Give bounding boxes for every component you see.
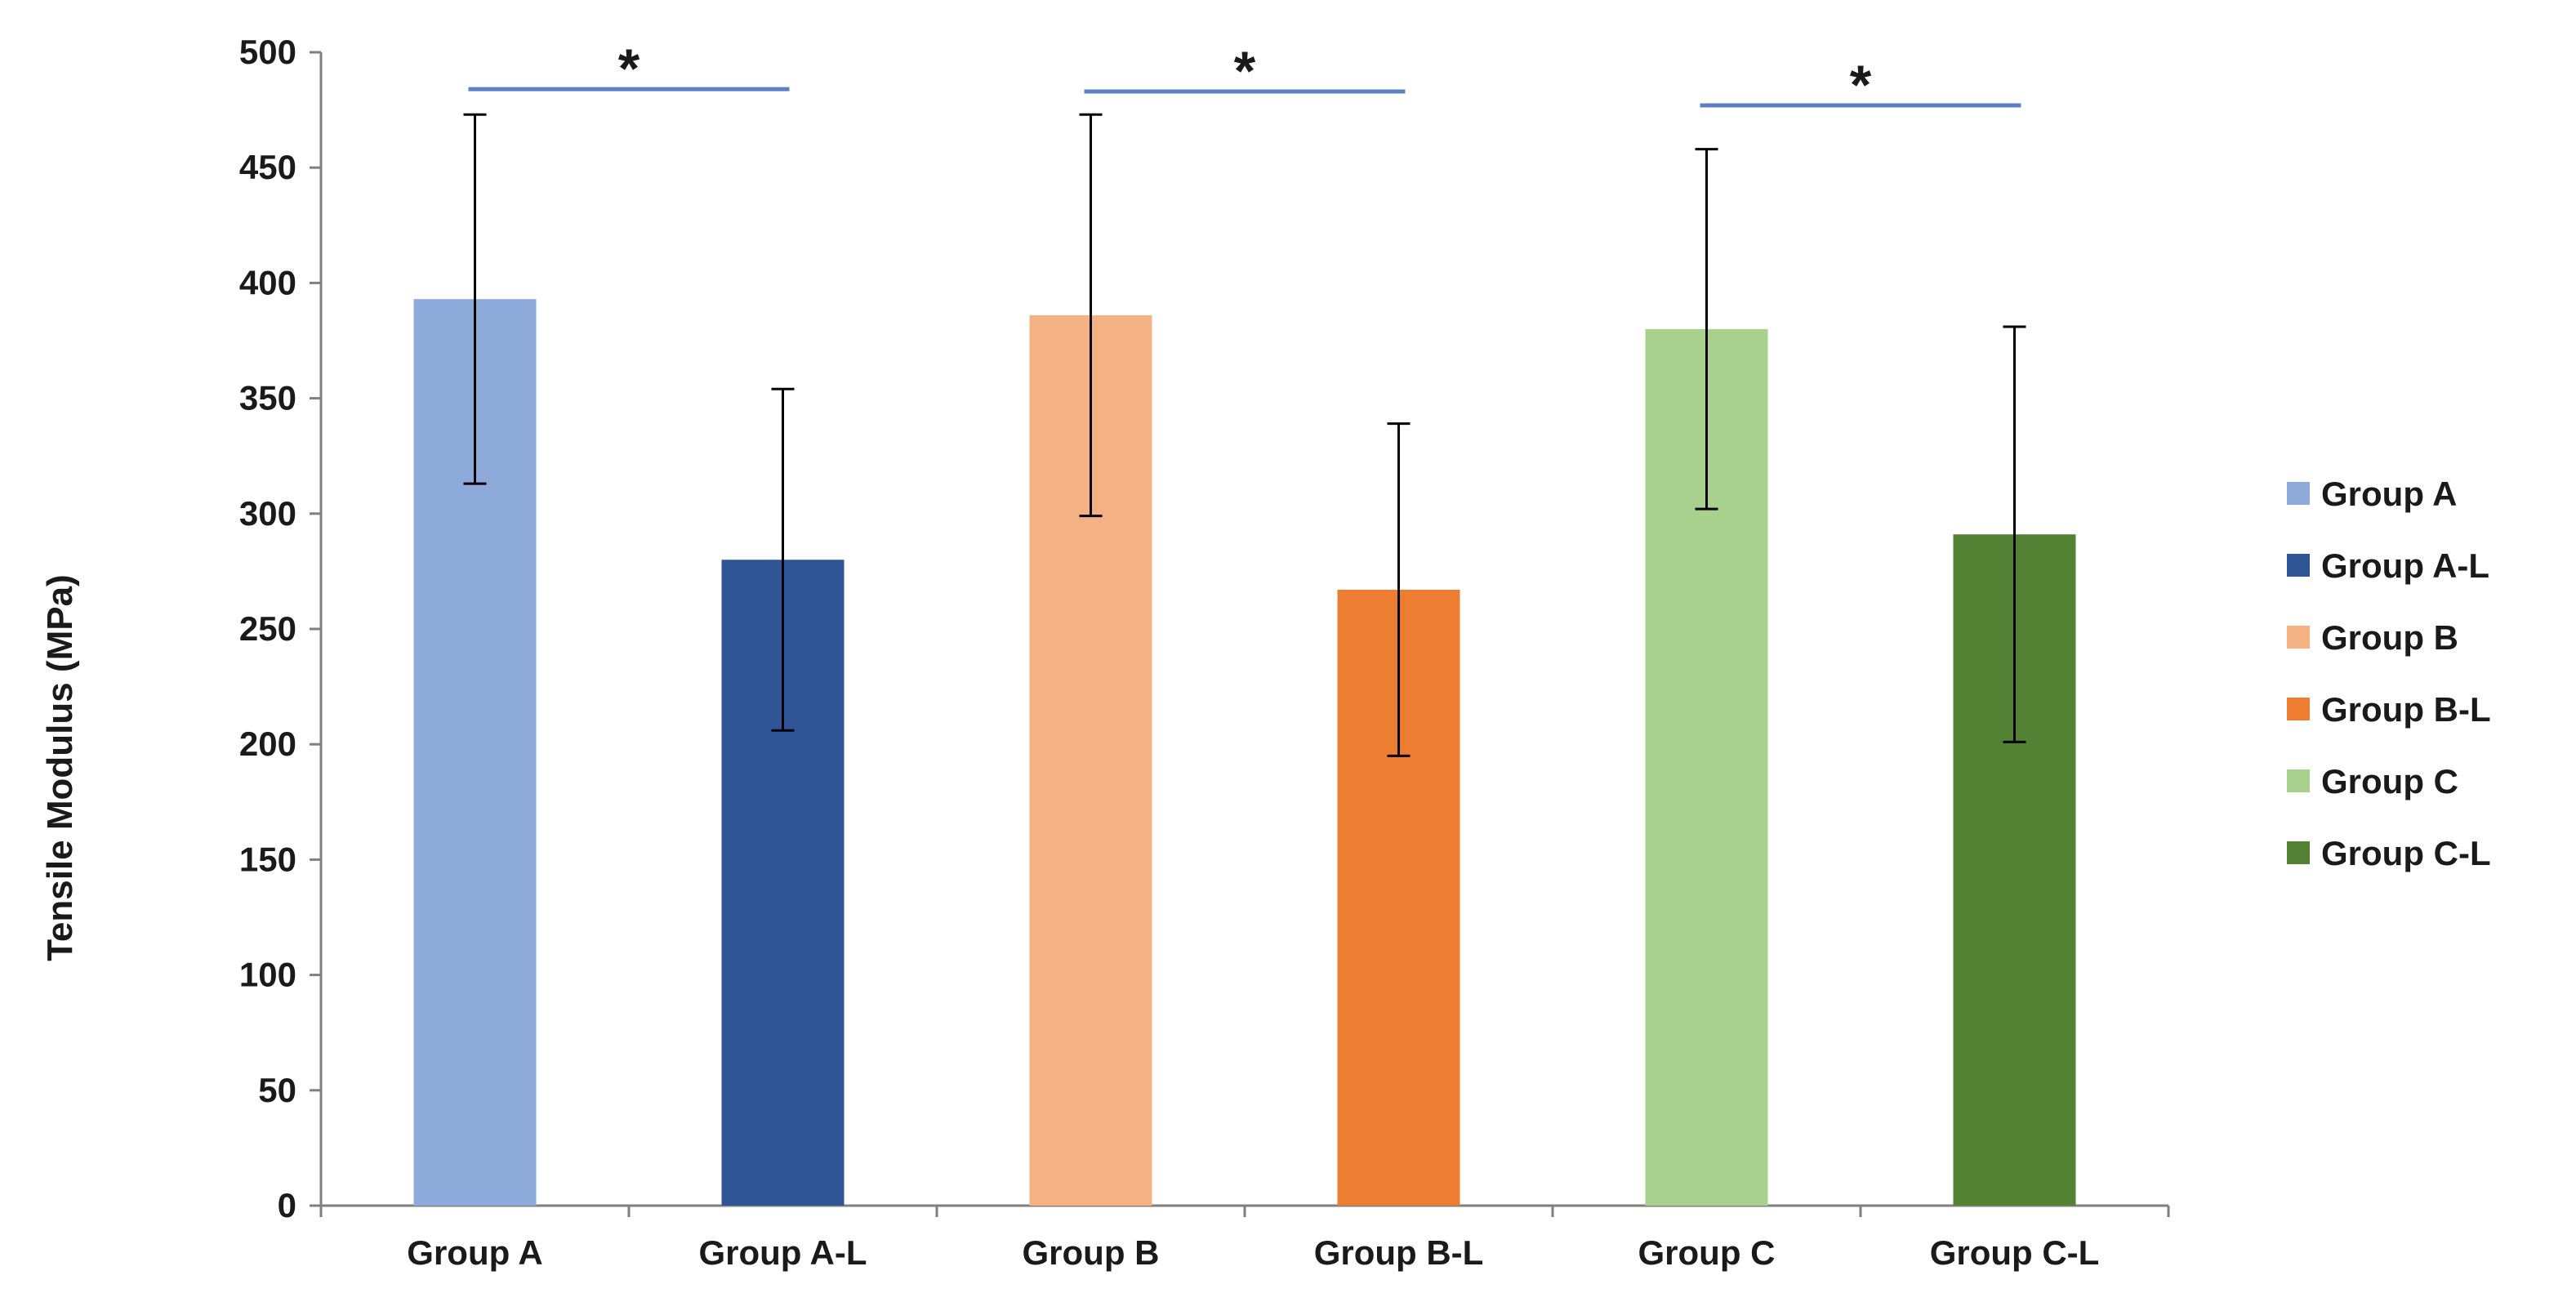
y-axis: 0 50 100 150 200 250 300 350 400 450 500	[239, 33, 323, 1224]
legend-label: Group B-L	[2321, 690, 2491, 729]
y-tick-label: 300	[239, 494, 296, 533]
legend-item: Group C	[2287, 762, 2458, 800]
bars	[413, 299, 2076, 1206]
y-axis-title: Tensile Modulus (MPa)	[40, 574, 80, 961]
x-tick-label: Group A	[407, 1233, 542, 1272]
significance-star: *	[1234, 40, 1256, 102]
legend-label: Group A-L	[2321, 546, 2489, 585]
y-tick-label: 50	[258, 1071, 296, 1109]
x-axis: Group A Group A-L Group B Group B-L Group C G…	[319, 1204, 2170, 1272]
y-tick-label: 500	[239, 33, 296, 71]
legend: Group A Group A-L Group B Group B-L Group C G…	[2287, 475, 2491, 872]
y-tick-label: 350	[239, 379, 296, 417]
legend-item: Group C-L	[2287, 834, 2491, 872]
legend-swatch	[2287, 626, 2310, 649]
y-tick-label: 200	[239, 725, 296, 763]
error-bars	[463, 113, 2026, 757]
significance-markers: * * *	[468, 38, 2021, 116]
legend-item: Group A	[2287, 475, 2457, 513]
error-bar	[1387, 422, 1411, 757]
legend-swatch	[2287, 841, 2310, 864]
legend-swatch	[2287, 554, 2310, 577]
y-tick-label: 250	[239, 609, 296, 648]
legend-swatch	[2287, 482, 2310, 505]
legend-item: Group A-L	[2287, 546, 2489, 585]
legend-label: Group B	[2321, 618, 2458, 657]
significance-star: *	[1850, 54, 1872, 116]
y-tick-label: 0	[278, 1186, 296, 1224]
x-tick-label: Group B	[1023, 1233, 1160, 1272]
error-bar	[1079, 113, 1103, 518]
error-bar	[1695, 148, 1718, 511]
error-bar	[463, 113, 487, 485]
error-bar	[2003, 325, 2026, 743]
legend-label: Group C	[2321, 762, 2458, 800]
error-bar	[771, 387, 795, 732]
x-tick-label: Group A-L	[698, 1233, 867, 1272]
x-tick-label: Group B-L	[1314, 1233, 1484, 1272]
legend-item: Group B	[2287, 618, 2458, 657]
legend-label: Group A	[2321, 475, 2457, 513]
x-tick-label: Group C-L	[1930, 1233, 2100, 1272]
y-tick-label: 150	[239, 840, 296, 878]
legend-swatch	[2287, 698, 2310, 720]
legend-swatch	[2287, 769, 2310, 792]
y-tick-label: 450	[239, 148, 296, 186]
legend-item: Group B-L	[2287, 690, 2491, 729]
legend-label: Group C-L	[2321, 834, 2491, 872]
y-tick-label: 100	[239, 956, 296, 994]
significance-star: *	[618, 38, 640, 100]
x-tick-label: Group C	[1638, 1233, 1776, 1272]
y-tick-label: 400	[239, 263, 296, 301]
